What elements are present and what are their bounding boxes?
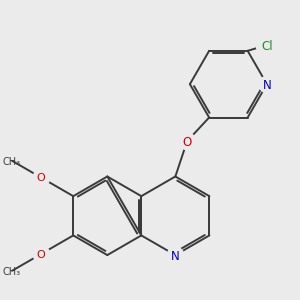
Text: O: O bbox=[37, 250, 45, 260]
Text: N: N bbox=[171, 250, 180, 263]
Text: Cl: Cl bbox=[262, 40, 273, 53]
Text: CH₃: CH₃ bbox=[3, 267, 21, 277]
Text: N: N bbox=[262, 79, 271, 92]
Text: O: O bbox=[182, 136, 192, 149]
Text: O: O bbox=[37, 173, 45, 184]
Text: CH₃: CH₃ bbox=[3, 157, 21, 167]
